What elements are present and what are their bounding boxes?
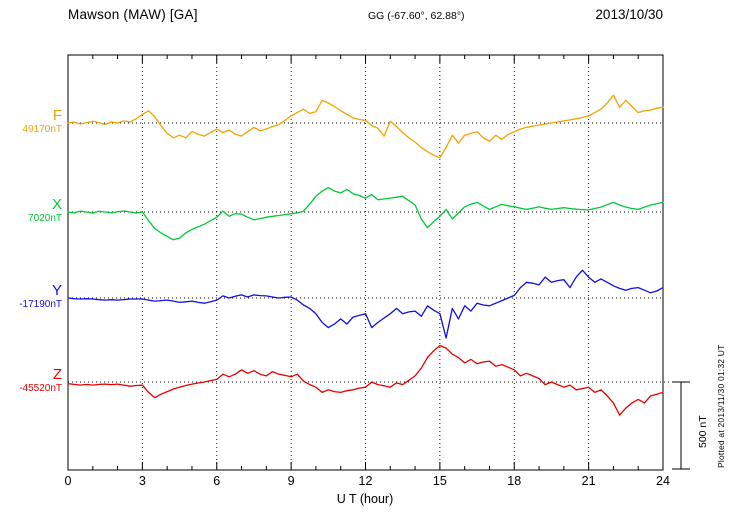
x-tick-label: 9: [287, 474, 295, 488]
component-letter-Y: Y: [51, 282, 62, 299]
trace-X: [67, 186, 664, 241]
x-tick-label: 12: [358, 474, 373, 488]
x-axis-title: U T (hour): [336, 492, 394, 506]
trace-label-X: X 7020nT: [28, 197, 62, 225]
x-tick-label: 24: [656, 474, 670, 488]
plot-frame: [67, 54, 664, 471]
x-tick-label: 15: [432, 474, 447, 488]
component-letter-X: X: [51, 196, 62, 213]
station-title: Mawson (MAW) [GA]: [68, 7, 198, 22]
trace-label-Y: Y -17190nT: [19, 283, 62, 311]
component-baseline-Z: -45520nT: [19, 383, 62, 394]
x-tick-label: 18: [507, 474, 522, 488]
trace-label-F: F 49170nT: [23, 108, 62, 136]
x-tick-label: 0: [64, 474, 72, 488]
trace-Y: [67, 269, 664, 339]
x-tick-label: 21: [581, 474, 596, 488]
plotted-at-note: Plotted at 2013/11/30 01:32 UT: [716, 344, 726, 468]
trace-Z: [67, 344, 664, 416]
trace-label-Z: Z -45520nT: [19, 367, 62, 395]
scale-bar-label: 500 nT: [697, 415, 709, 448]
x-tick-label: 3: [138, 474, 146, 488]
gg-coordinates: GG (-67.60°, 62.88°): [368, 10, 465, 22]
component-letter-F: F: [52, 107, 62, 124]
trace-F: [67, 94, 664, 159]
x-tick-label: 6: [213, 474, 221, 488]
component-letter-Z: Z: [52, 366, 62, 383]
component-baseline-F: 49170nT: [22, 124, 62, 135]
plot-date: 2013/10/30: [595, 7, 663, 22]
component-baseline-X: 7020nT: [28, 213, 62, 224]
component-baseline-Y: -17190nT: [19, 299, 62, 310]
